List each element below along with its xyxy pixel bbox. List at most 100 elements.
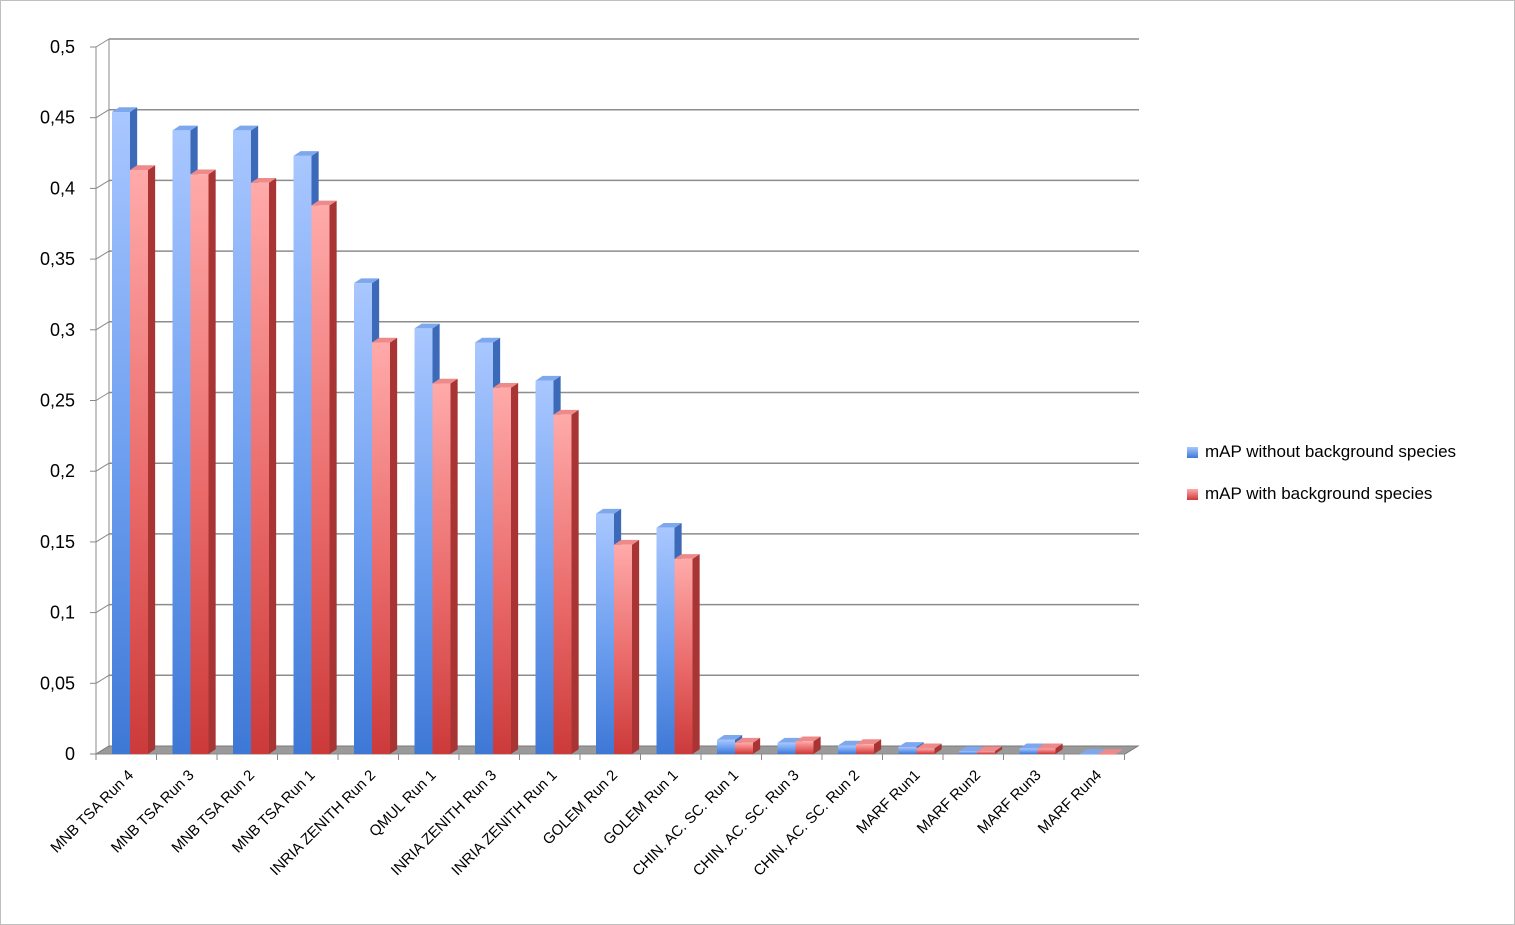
bar-series-2 xyxy=(1098,749,1124,755)
bar-front xyxy=(475,342,493,754)
bar-side xyxy=(269,177,277,755)
bar-top xyxy=(172,125,198,131)
bar-front xyxy=(553,414,572,754)
legend-swatch-series-1 xyxy=(1187,446,1198,458)
y-tick-label: 0,5 xyxy=(50,37,75,57)
bar-front xyxy=(233,130,251,754)
x-category-label: MARF Run4 xyxy=(1035,767,1105,837)
bar-front xyxy=(1098,754,1116,755)
bar-front xyxy=(130,170,148,754)
bar-side xyxy=(692,554,700,754)
x-category-label: INRIA ZENITH Run 1 xyxy=(448,767,560,879)
bar-front xyxy=(1019,748,1038,754)
bar-front xyxy=(414,328,433,754)
bar-top xyxy=(674,554,700,559)
gridline-connector xyxy=(95,321,110,331)
bar-front xyxy=(1037,748,1056,754)
bar-front xyxy=(535,380,554,754)
bar-series-2 xyxy=(372,337,398,754)
gridline-connector xyxy=(95,179,110,189)
bar-side xyxy=(874,739,882,754)
bar-top xyxy=(916,743,942,749)
y-tick-label: 0,2 xyxy=(50,461,75,481)
bar-side xyxy=(813,736,821,754)
bar-front xyxy=(372,342,390,754)
bar-side xyxy=(571,409,579,754)
y-tick-label: 0,1 xyxy=(50,603,75,623)
gridline-connector xyxy=(95,109,110,119)
bar-series-2 xyxy=(251,177,277,755)
gridline-connector xyxy=(95,604,110,614)
bar-top xyxy=(1080,749,1106,754)
bar-side xyxy=(511,382,519,754)
bar-top xyxy=(251,177,277,183)
bar-series-2 xyxy=(432,378,458,754)
bar-top xyxy=(1019,743,1045,749)
bar-side xyxy=(208,169,216,754)
legend-label-series-2: mAP with background species xyxy=(1205,484,1433,503)
bar-top xyxy=(553,409,579,415)
bar-top xyxy=(311,200,337,206)
bar-series-2 xyxy=(614,539,640,754)
bar-top xyxy=(372,337,398,343)
bar-top xyxy=(354,278,380,284)
bar-series-2 xyxy=(190,169,216,754)
bar-side xyxy=(390,337,398,754)
bar-front xyxy=(977,751,995,754)
legend-label-series-1: mAP without background species xyxy=(1205,442,1457,461)
bar-front xyxy=(959,751,977,754)
bar-side xyxy=(753,737,761,754)
bar-front xyxy=(432,383,451,754)
bar-side xyxy=(995,746,1003,754)
legend-item-series-2: mAP with background species xyxy=(1187,473,1507,515)
bar-top xyxy=(432,378,458,384)
bar-series-2 xyxy=(977,746,1003,754)
x-category-label: MARF Run3 xyxy=(974,767,1044,837)
y-tick-label: 0,25 xyxy=(40,391,75,411)
bar-top xyxy=(293,151,319,156)
bar-series-2 xyxy=(311,200,337,755)
y-tick-label: 0,05 xyxy=(40,673,75,693)
bar-top xyxy=(112,107,138,113)
y-tick-label: 0,3 xyxy=(50,320,75,340)
bar-front xyxy=(674,558,693,754)
bar-front xyxy=(112,112,130,754)
x-category-label: INRIA ZENITH Run 2 xyxy=(267,767,379,879)
bar-top xyxy=(233,125,259,131)
bar-series-1 xyxy=(1080,749,1106,755)
bar-front xyxy=(1080,754,1098,755)
bar-top xyxy=(1098,749,1124,754)
x-category-label: MARF Run1 xyxy=(853,767,923,837)
bar-side xyxy=(632,539,640,754)
x-category-label: INRIA ZENITH Run 3 xyxy=(388,767,500,879)
bar-series-2 xyxy=(856,739,882,754)
bar-front xyxy=(251,182,269,754)
bar-front xyxy=(717,739,735,754)
bar-top xyxy=(190,169,216,175)
bar-top xyxy=(493,382,519,388)
x-category-label: CHIN. AC. SC. Run 3 xyxy=(690,767,803,880)
bar-top xyxy=(475,337,501,343)
bar-front xyxy=(795,741,814,754)
bar-series-2 xyxy=(130,165,156,754)
bar-side xyxy=(450,378,458,754)
bar-top xyxy=(856,739,882,745)
bar-front xyxy=(311,205,330,755)
bar-side xyxy=(934,743,942,754)
bar-top xyxy=(717,735,743,740)
bar-series-2 xyxy=(553,409,579,754)
bar-front xyxy=(493,387,511,754)
x-category-label: MARF Run2 xyxy=(914,767,984,837)
bar-series-2 xyxy=(1037,743,1063,754)
bar-top xyxy=(1037,743,1063,749)
bar-front xyxy=(354,283,372,754)
bar-series-2 xyxy=(493,382,519,754)
bar-series-2 xyxy=(735,737,761,754)
bar-top xyxy=(596,508,622,514)
bar-front xyxy=(614,544,632,754)
y-tick-label: 0,45 xyxy=(40,108,75,128)
bar-top xyxy=(898,742,924,747)
bar-top xyxy=(614,539,640,545)
bar-front xyxy=(777,742,796,754)
